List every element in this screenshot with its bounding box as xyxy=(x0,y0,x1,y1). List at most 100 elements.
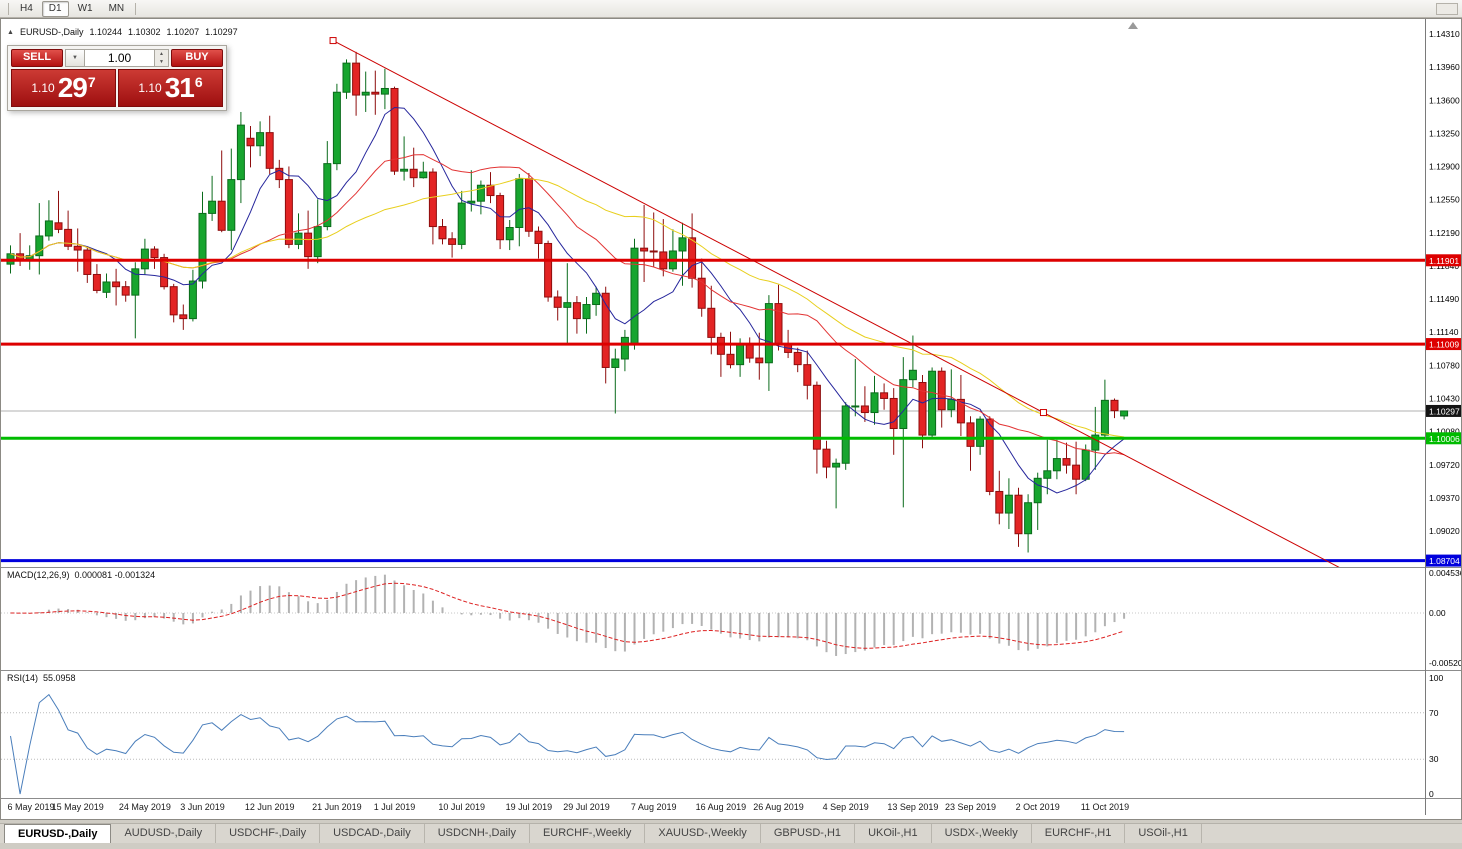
spinner-up-icon[interactable]: ▲ xyxy=(159,51,164,57)
date-axis-label: 29 Jul 2019 xyxy=(563,802,610,812)
candle-body xyxy=(553,296,562,308)
ohlc-open: 1.10244 xyxy=(89,27,122,37)
candle-body xyxy=(448,238,457,245)
candle-body xyxy=(371,91,380,95)
rsi-value: 55.0958 xyxy=(43,673,76,683)
candle-body xyxy=(947,398,956,411)
sell-button[interactable]: SELL xyxy=(11,49,63,67)
chart-ohlc-header: ▲ EURUSD-,Daily 1.10244 1.10302 1.10207 … xyxy=(7,27,238,37)
price-tick-label: 1.09720 xyxy=(1429,460,1460,470)
price-tag[interactable] xyxy=(1426,404,1461,417)
descending-trendline[interactable] xyxy=(332,40,1341,569)
chart-tab-eurusd-daily[interactable]: EURUSD-,Daily xyxy=(4,824,112,843)
sell-price-display[interactable]: 1.10 29 7 xyxy=(11,69,116,107)
candle-body xyxy=(1014,494,1023,535)
price-tag-label: 1.11009 xyxy=(1429,340,1459,350)
buy-button[interactable]: BUY xyxy=(171,49,223,67)
toolbar-grip[interactable] xyxy=(1436,2,1458,15)
buy-price-display[interactable]: 1.10 31 6 xyxy=(118,69,223,107)
candle-body xyxy=(64,228,73,247)
chart-tab-usdcad-daily[interactable]: USDCAD-,Daily xyxy=(320,824,425,843)
date-axis-label: 21 Jun 2019 xyxy=(312,802,362,812)
chart-tab-eurchf-weekly[interactable]: EURCHF-,Weekly xyxy=(530,824,646,843)
date-axis-label: 26 Aug 2019 xyxy=(753,802,804,812)
candle-body xyxy=(102,281,111,293)
chart-tab-usdcnh-daily[interactable]: USDCNH-,Daily xyxy=(425,824,530,843)
chart-tab-xauusd-weekly[interactable]: XAUUSD-,Weekly xyxy=(645,824,761,843)
date-axis-label: 3 Jun 2019 xyxy=(180,802,225,812)
macd-signal-line xyxy=(10,582,1125,649)
candle-body xyxy=(131,268,140,296)
trendline-handle[interactable] xyxy=(1039,409,1047,417)
price-tick-label: 1.10080 xyxy=(1429,426,1460,436)
date-axis-label: 7 Aug 2019 xyxy=(631,802,677,812)
price-tag[interactable] xyxy=(1426,432,1461,445)
candle-body xyxy=(515,178,524,228)
price-tick-label: 1.12190 xyxy=(1429,228,1460,238)
price-tick-label: 1.13960 xyxy=(1429,62,1460,72)
candle-body xyxy=(620,336,629,360)
chart-tab-eurchf-h1[interactable]: EURCHF-,H1 xyxy=(1032,824,1126,843)
date-axis-label: 6 May 2019 xyxy=(7,802,54,812)
candle-body xyxy=(803,364,812,386)
candle-body xyxy=(313,226,322,258)
price-tick-label: 1.11490 xyxy=(1429,294,1459,304)
price-tag-label: 1.10006 xyxy=(1429,434,1460,444)
bar-shift-marker-icon[interactable] xyxy=(1128,22,1138,29)
chart-tab-gbpusd-h1[interactable]: GBPUSD-,H1 xyxy=(761,824,856,843)
price-chart[interactable]: 1.14310 1.13960 1.13600 1.13250 1.12900 1.125… xyxy=(1,19,1461,819)
volume-input[interactable]: 1.00 xyxy=(85,49,155,67)
date-axis-label: 13 Sep 2019 xyxy=(887,802,938,812)
candle-body xyxy=(851,405,860,408)
candle-body xyxy=(476,184,485,202)
candle-body xyxy=(121,286,130,296)
candle-body xyxy=(880,392,889,399)
chart-tab-ukoil-h1[interactable]: UKOil-,H1 xyxy=(855,824,932,843)
chart-tab-usdx-weekly[interactable]: USDX-,Weekly xyxy=(932,824,1032,843)
chart-tab-usdchf-daily[interactable]: USDCHF-,Daily xyxy=(216,824,321,843)
price-tick-label: 1.09370 xyxy=(1429,493,1460,503)
candle-body xyxy=(966,422,975,447)
period-toolbar: H4 D1 W1 MN xyxy=(0,0,1462,18)
candle-body xyxy=(524,178,533,232)
timeframe-button-h4[interactable]: H4 xyxy=(20,2,33,14)
trendline-handle[interactable] xyxy=(329,37,337,45)
collapse-arrow-icon[interactable]: ▲ xyxy=(7,28,14,36)
price-tag[interactable] xyxy=(1426,338,1461,351)
candle-body xyxy=(736,344,745,366)
candle-body xyxy=(1110,399,1119,412)
candle-body xyxy=(995,490,1004,514)
candle-body xyxy=(208,200,217,214)
candle-body xyxy=(361,91,370,96)
chart-tab-audusd-daily[interactable]: AUDUSD-,Daily xyxy=(111,824,217,843)
buy-price-big: 31 xyxy=(164,72,195,103)
timeframe-button-d1[interactable]: D1 xyxy=(41,0,69,17)
chart-window: 1.14310 1.13960 1.13600 1.13250 1.12900 1.125… xyxy=(0,18,1462,820)
volume-spinner[interactable]: ▲ ▼ xyxy=(155,49,169,67)
price-tag-label: 1.10297 xyxy=(1429,406,1460,416)
candle-body xyxy=(256,132,265,147)
spinner-down-icon[interactable]: ▼ xyxy=(159,59,164,65)
date-axis-label: 10 Jul 2019 xyxy=(438,802,485,812)
candle-body xyxy=(438,226,447,240)
macd-values: 0.000081 -0.001324 xyxy=(74,570,156,580)
timeframe-button-w1[interactable]: W1 xyxy=(77,2,93,14)
window-bottom-strip xyxy=(0,820,1462,823)
timeframe-button-mn[interactable]: MN xyxy=(108,2,125,14)
candle-body xyxy=(400,168,409,172)
candle-body xyxy=(870,392,879,414)
macd-panel xyxy=(1,574,1425,656)
candle-body xyxy=(505,226,514,241)
ohlc-high: 1.10302 xyxy=(128,27,161,37)
rsi-line xyxy=(10,693,1125,795)
candle-body xyxy=(169,286,178,316)
candle-body xyxy=(284,179,293,245)
volume-dropdown[interactable]: ▼ xyxy=(65,49,85,67)
chart-tab-usoil-h1[interactable]: USOil-,H1 xyxy=(1125,824,1202,843)
candle-body xyxy=(1024,502,1033,535)
candle-body xyxy=(227,179,236,231)
price-tag[interactable] xyxy=(1426,254,1461,267)
price-tag[interactable] xyxy=(1426,554,1461,567)
sell-price-pipette: 7 xyxy=(87,74,96,90)
candle-body xyxy=(486,184,495,197)
